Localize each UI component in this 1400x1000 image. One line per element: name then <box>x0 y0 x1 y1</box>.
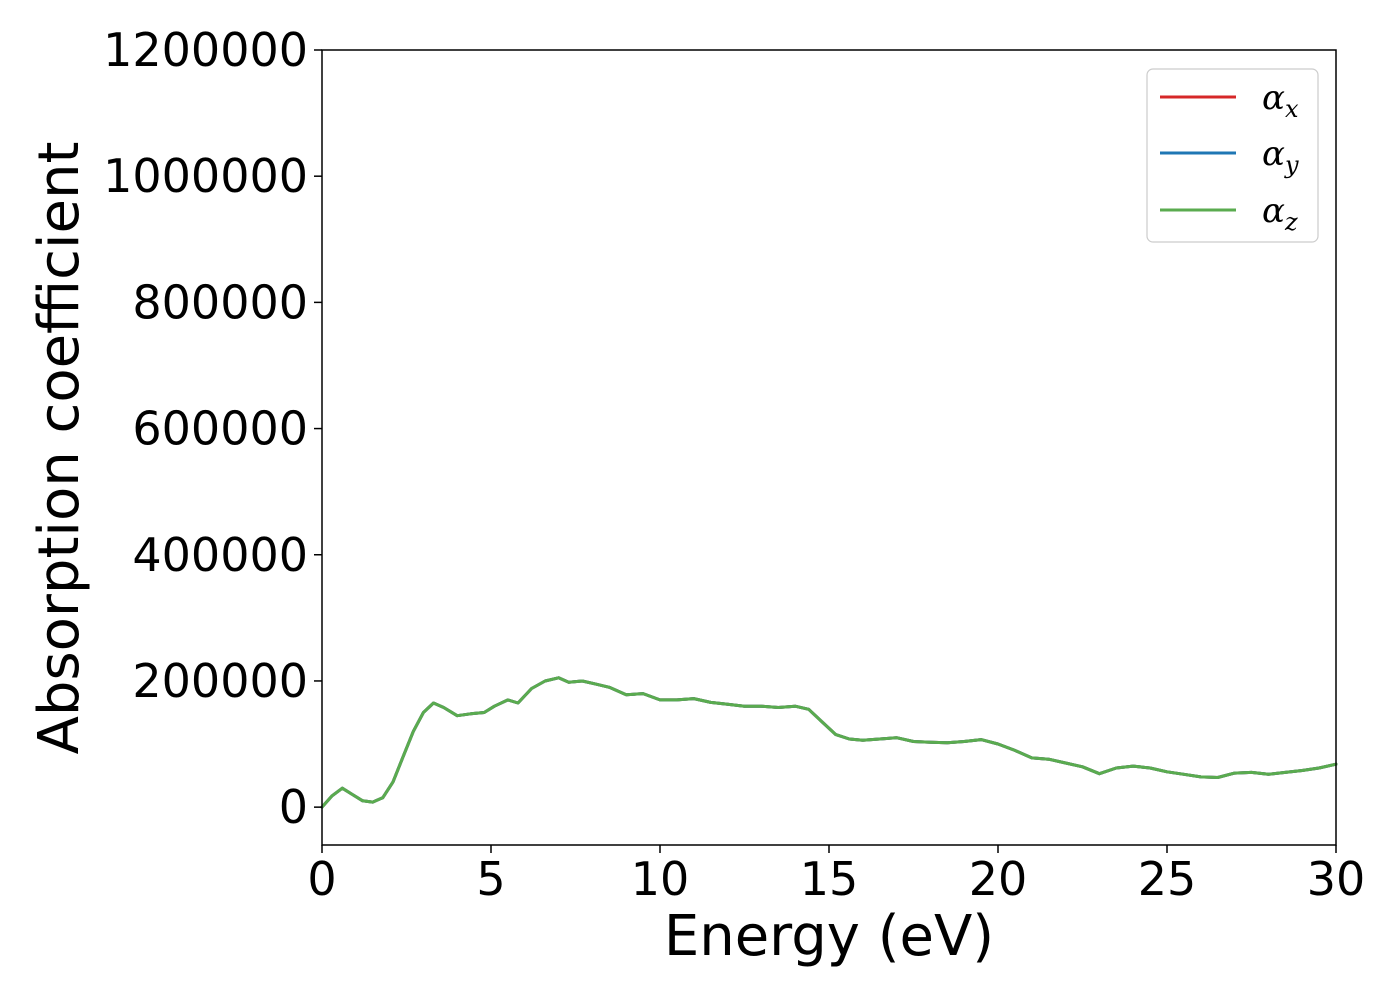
legend-label-subscript: z <box>1284 208 1298 236</box>
y-tick-label: 1200000 <box>103 23 308 77</box>
legend-label-main: α <box>1262 78 1285 118</box>
y-tick-label: 200000 <box>132 654 308 708</box>
y-tick-label: 800000 <box>132 275 308 329</box>
y-tick-label: 0 <box>279 780 308 834</box>
legend-label-z: αz <box>1262 191 1298 236</box>
y-axis-label: Absorption coefficient <box>27 142 92 755</box>
legend-box <box>1146 68 1319 243</box>
x-axis-ticks: 0 5 10 15 20 25 30 <box>307 845 1365 906</box>
legend-label-subscript: x <box>1285 95 1299 123</box>
legend-label-subscript: y <box>1284 151 1299 179</box>
y-axis-ticks: 0 200000 400000 600000 800000 1000000 1200000 <box>103 23 322 834</box>
y-tick-label: 400000 <box>132 528 308 582</box>
x-tick-label: 10 <box>631 852 690 906</box>
legend-label-main: α <box>1262 134 1285 174</box>
series-layer <box>320 676 1338 809</box>
x-axis-label: Energy (eV) <box>664 904 994 969</box>
x-tick-label: 30 <box>1307 852 1366 906</box>
y-tick-label: 600000 <box>132 402 308 456</box>
legend-label-main: α <box>1262 191 1285 231</box>
legend-label-y: αy <box>1262 134 1299 179</box>
y-tick-label: 1000000 <box>103 149 308 203</box>
x-tick-label: 15 <box>800 852 859 906</box>
legend-label-x: αx <box>1262 78 1299 123</box>
x-tick-label: 0 <box>307 852 336 906</box>
x-tick-label: 25 <box>1138 852 1197 906</box>
x-tick-label: 20 <box>969 852 1028 906</box>
series-line-z <box>320 676 1338 809</box>
x-tick-label: 5 <box>476 852 505 906</box>
